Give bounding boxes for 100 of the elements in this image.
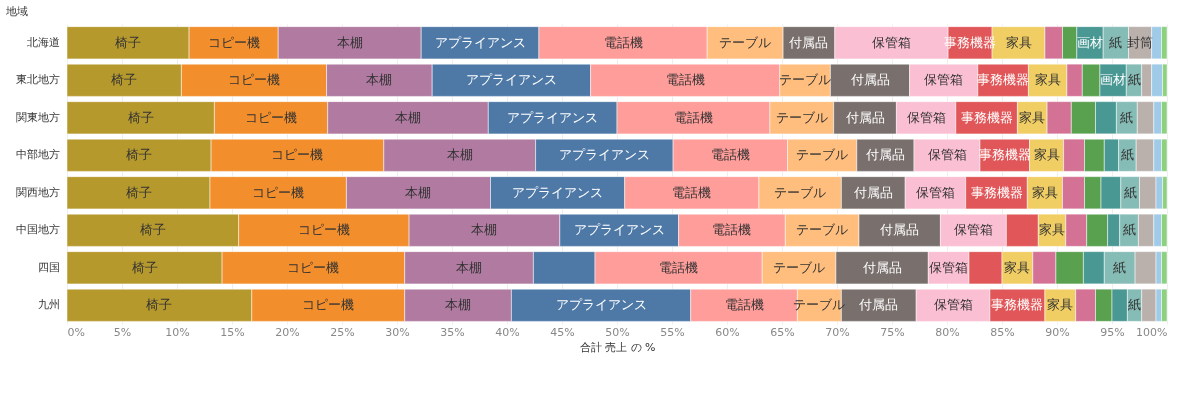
x-tick-label: 95% bbox=[1100, 325, 1125, 339]
text: 付属品 bbox=[862, 259, 902, 275]
series-label: 紙 bbox=[1128, 297, 1142, 313]
text: 付属品 bbox=[865, 147, 905, 163]
x-axis-title: 合計 売上 の % bbox=[579, 340, 656, 354]
text: 紙 bbox=[1120, 109, 1134, 125]
y-tick-label: 関西地方 bbox=[15, 185, 60, 199]
x-tick-label: 10% bbox=[165, 325, 190, 339]
y-tick-label: 中部地方 bbox=[15, 148, 60, 162]
text: 椅子 bbox=[127, 109, 154, 125]
series-label: 本棚 bbox=[336, 34, 363, 50]
series-label: 電話機 bbox=[603, 34, 643, 50]
x-tick-label: 55% bbox=[660, 325, 685, 339]
text: アプライアンス bbox=[507, 109, 599, 125]
series-label: 付属品 bbox=[788, 34, 829, 50]
x-tick-label: 70% bbox=[825, 325, 850, 339]
text: テーブル bbox=[719, 34, 772, 50]
series-label: 保管箱 bbox=[929, 259, 969, 275]
text: コピー機 bbox=[302, 297, 355, 313]
text: テーブル bbox=[773, 259, 826, 275]
series-label: テーブル bbox=[779, 72, 832, 88]
text: コピー機 bbox=[297, 222, 350, 238]
series-label: 家具 bbox=[1039, 222, 1066, 238]
x-tick-label: 60% bbox=[715, 325, 740, 339]
text: 椅子 bbox=[111, 72, 138, 88]
text: テーブル bbox=[774, 184, 827, 200]
text: 本棚 bbox=[405, 184, 432, 200]
text: アプライアンス bbox=[555, 297, 647, 313]
x-tick-label: 15% bbox=[220, 325, 245, 339]
text: コピー機 bbox=[287, 259, 340, 275]
text: 紙 bbox=[1122, 222, 1136, 238]
series-label: 画材 bbox=[1100, 72, 1127, 88]
text: 保管箱 bbox=[915, 184, 955, 200]
y-axis-title: 地域 bbox=[4, 4, 28, 18]
text: 椅子 bbox=[125, 184, 152, 200]
series-label: 椅子 bbox=[115, 34, 142, 50]
text: アプライアンス bbox=[558, 147, 650, 163]
y-tick-label: 北海道 bbox=[26, 35, 60, 49]
text: 電話機 bbox=[672, 184, 712, 200]
x-tick-label: 65% bbox=[770, 325, 795, 339]
text: 電話機 bbox=[712, 222, 752, 238]
text: 紙 bbox=[1120, 147, 1134, 163]
text: 椅子 bbox=[126, 147, 153, 163]
text: アプライアンス bbox=[512, 184, 604, 200]
x-tick-label: 20% bbox=[275, 325, 300, 339]
y-tick-label: 中国地方 bbox=[15, 223, 60, 237]
text: コピー機 bbox=[271, 147, 324, 163]
x-tick-label: 0% bbox=[67, 325, 85, 339]
x-tick-label: 40% bbox=[495, 325, 520, 339]
text: 家具 bbox=[1047, 297, 1074, 313]
text: コピー機 bbox=[228, 72, 280, 88]
text: 付属品 bbox=[853, 184, 893, 200]
x-tick-label: 45% bbox=[550, 325, 575, 339]
text: 保管箱 bbox=[906, 109, 946, 125]
x-tick-label: 85% bbox=[990, 325, 1015, 339]
text: テーブル bbox=[775, 109, 828, 125]
series-label: 封筒 bbox=[1127, 34, 1154, 50]
text: 紙 bbox=[1123, 184, 1137, 200]
text: 本棚 bbox=[366, 72, 393, 88]
y-tick-label: 関東地方 bbox=[15, 110, 60, 124]
text: 電話機 bbox=[724, 297, 764, 313]
text: 付属品 bbox=[880, 222, 920, 238]
x-tick-label: 30% bbox=[385, 325, 410, 339]
x-tick-label: 5% bbox=[113, 325, 132, 339]
text: 電話機 bbox=[710, 147, 750, 163]
text: テーブル bbox=[796, 222, 849, 238]
y-tick-label: 四国 bbox=[37, 260, 60, 274]
x-tick-label: 80% bbox=[935, 325, 960, 339]
x-tick-label: 90% bbox=[1045, 325, 1070, 339]
text: 画材 bbox=[1077, 34, 1103, 50]
text: 電話機 bbox=[659, 259, 699, 275]
y-tick-label: 東北地方 bbox=[15, 73, 60, 87]
text: コピー機 bbox=[252, 184, 305, 200]
text: 本棚 bbox=[395, 109, 421, 125]
text: アプライアンス bbox=[573, 222, 665, 238]
text: 本棚 bbox=[471, 222, 498, 238]
text: 家具 bbox=[1034, 72, 1061, 88]
text: 紙 bbox=[1127, 72, 1141, 88]
text: 本棚 bbox=[446, 147, 473, 163]
text: 家具 bbox=[1033, 147, 1060, 163]
text: 付属品 bbox=[845, 109, 885, 125]
text: 紙 bbox=[1113, 259, 1127, 275]
text: 本棚 bbox=[456, 259, 483, 275]
text: テーブル bbox=[796, 147, 849, 163]
text: 電話機 bbox=[665, 72, 705, 88]
text: 事務機器 bbox=[960, 109, 1013, 125]
x-tick-label: 75% bbox=[880, 325, 905, 339]
text: 電話機 bbox=[673, 109, 713, 125]
text: 事務機器 bbox=[970, 184, 1023, 200]
text: 保管箱 bbox=[924, 72, 964, 88]
text: 紙 bbox=[1109, 34, 1123, 50]
text: 保管箱 bbox=[871, 34, 911, 50]
text: 家具 bbox=[1031, 184, 1058, 200]
text: 椅子 bbox=[131, 259, 158, 275]
text: 付属品 bbox=[859, 297, 899, 313]
text: 椅子 bbox=[146, 297, 173, 313]
x-tick-label: 35% bbox=[440, 325, 465, 339]
text: 椅子 bbox=[139, 222, 166, 238]
text: 家具 bbox=[1005, 34, 1032, 50]
x-tick-label: 25% bbox=[330, 325, 355, 339]
